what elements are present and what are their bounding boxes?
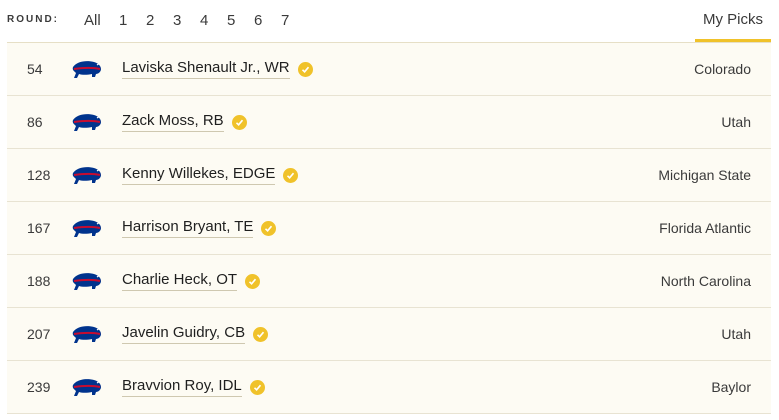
check-circle-icon (283, 167, 299, 183)
pick-number: 128 (27, 167, 51, 183)
pick-number: 54 (27, 61, 43, 77)
player-cell: Javelin Guidry, CB (122, 324, 269, 344)
tab-round-all[interactable]: All (84, 12, 101, 29)
school-name: Michigan State (658, 167, 751, 183)
player-cell: Harrison Bryant, TE (122, 218, 277, 238)
player-name-link[interactable]: Harrison Bryant, TE (122, 218, 254, 238)
bills-buffalo-icon (72, 61, 101, 78)
check-circle-icon (245, 273, 261, 289)
bills-buffalo-icon (72, 326, 101, 343)
pick-row: 207 Javelin Guidry, CB Utah (7, 308, 771, 361)
pick-row: 128 Kenny Willekes, EDGE Michigan State (7, 149, 771, 202)
pick-number: 188 (27, 273, 51, 289)
player-cell: Zack Moss, RB (122, 112, 247, 132)
pick-number: 86 (27, 114, 43, 130)
player-cell: Bravvion Roy, IDL (122, 377, 265, 397)
pick-number: 239 (27, 379, 51, 395)
player-name-link[interactable]: Kenny Willekes, EDGE (122, 165, 276, 185)
player-name-link[interactable]: Laviska Shenault Jr., WR (122, 59, 290, 79)
player-cell: Charlie Heck, OT (122, 271, 261, 291)
pick-row: 86 Zack Moss, RB Utah (7, 96, 771, 149)
my-picks-label: My Picks (703, 11, 763, 28)
picks-list: 54 Laviska Shenault Jr., WR Colorado 86 … (7, 42, 771, 414)
school-name: Utah (721, 114, 751, 130)
pick-row: 188 Charlie Heck, OT North Carolina (7, 255, 771, 308)
check-circle-icon (249, 379, 265, 395)
round-filter-bar: ROUND: All 1 2 3 4 5 6 7 My Picks (0, 0, 779, 42)
bills-buffalo-icon (72, 167, 101, 184)
tab-round-3[interactable]: 3 (173, 12, 182, 29)
tab-round-4[interactable]: 4 (200, 12, 209, 29)
player-cell: Laviska Shenault Jr., WR (122, 59, 313, 79)
school-name: North Carolina (660, 273, 751, 289)
player-name-link[interactable]: Javelin Guidry, CB (122, 324, 246, 344)
tab-round-6[interactable]: 6 (254, 12, 263, 29)
bills-buffalo-icon (72, 379, 101, 396)
player-name-link[interactable]: Charlie Heck, OT (122, 271, 238, 291)
check-circle-icon (297, 61, 313, 77)
tab-my-picks[interactable]: My Picks (695, 0, 771, 42)
school-name: Colorado (694, 61, 751, 77)
pick-row: 239 Bravvion Roy, IDL Baylor (7, 361, 771, 414)
player-name-link[interactable]: Zack Moss, RB (122, 112, 224, 132)
pick-row: 54 Laviska Shenault Jr., WR Colorado (7, 43, 771, 96)
player-cell: Kenny Willekes, EDGE (122, 165, 299, 185)
tab-round-2[interactable]: 2 (146, 12, 155, 29)
bills-buffalo-icon (72, 220, 101, 237)
tab-round-1[interactable]: 1 (119, 12, 128, 29)
pick-number: 167 (27, 220, 51, 236)
round-label: ROUND: (7, 14, 59, 25)
pick-row: 167 Harrison Bryant, TE Florida Atlantic (7, 202, 771, 255)
tab-round-7[interactable]: 7 (281, 12, 290, 29)
player-name-link[interactable]: Bravvion Roy, IDL (122, 377, 242, 397)
check-circle-icon (231, 114, 247, 130)
bills-buffalo-icon (72, 273, 101, 290)
tab-round-5[interactable]: 5 (227, 12, 236, 29)
bills-buffalo-icon (72, 114, 101, 131)
school-name: Florida Atlantic (659, 220, 751, 236)
check-circle-icon (261, 220, 277, 236)
school-name: Baylor (711, 379, 751, 395)
check-circle-icon (253, 326, 269, 342)
school-name: Utah (721, 326, 751, 342)
pick-number: 207 (27, 326, 51, 342)
